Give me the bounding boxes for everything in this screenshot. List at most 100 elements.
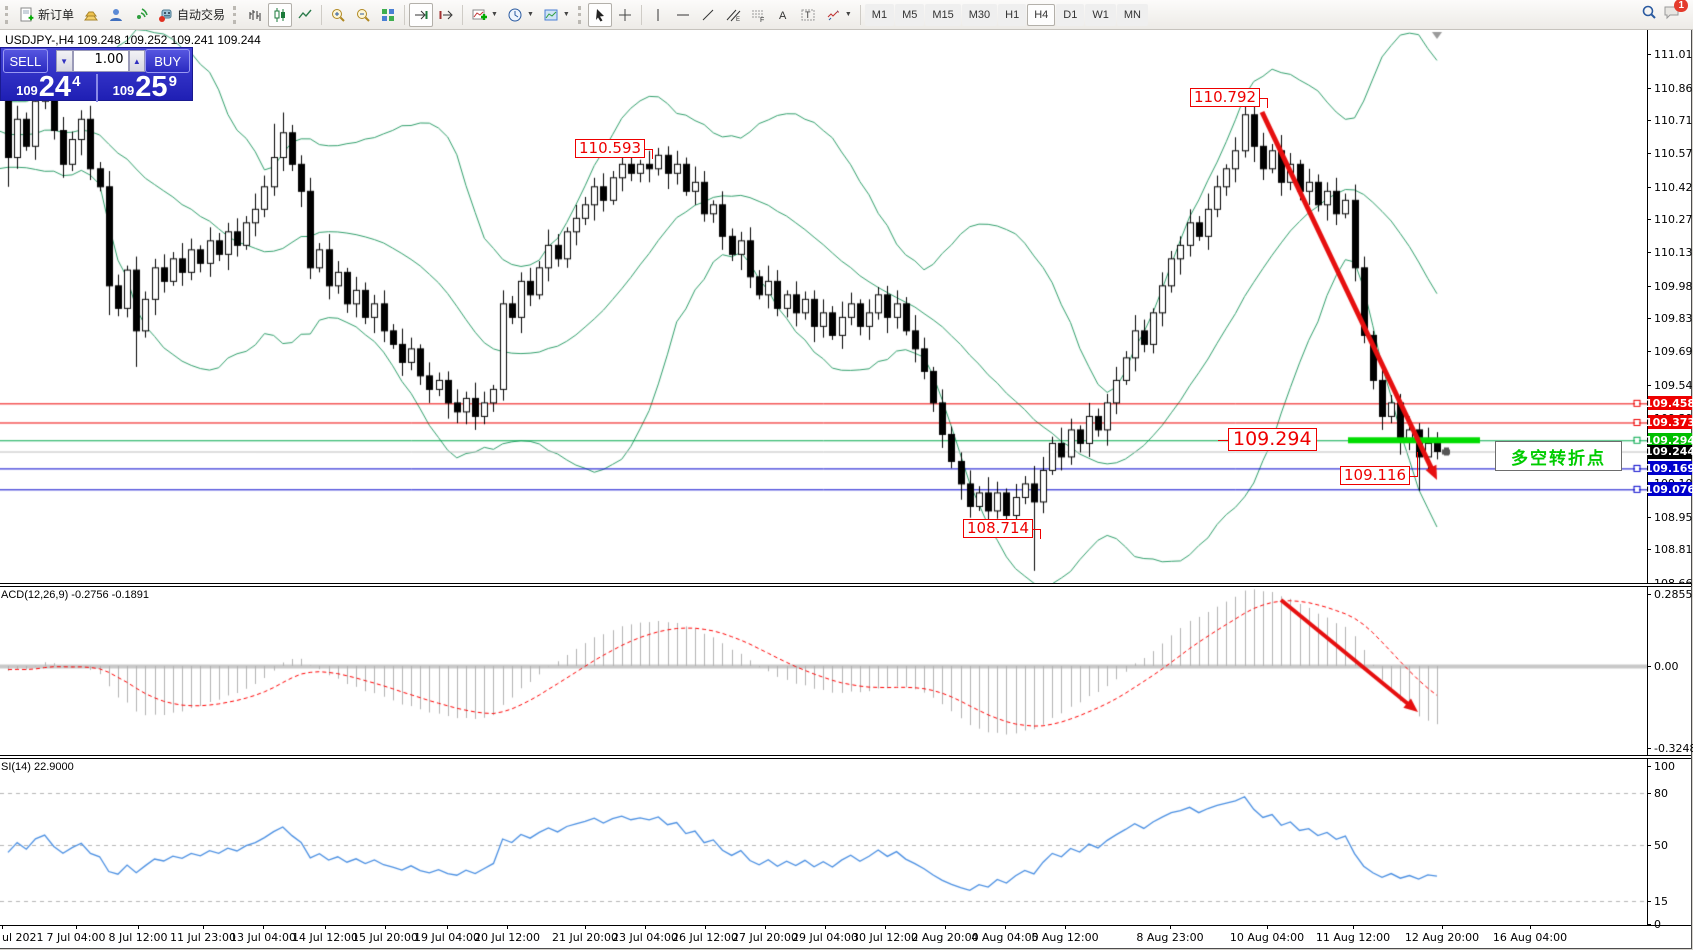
time-tick-mark xyxy=(765,925,766,929)
price-annotation[interactable]: 110.593 xyxy=(575,139,646,158)
volume-decrease-button[interactable]: ▼ xyxy=(55,50,73,72)
time-axis-label: 2 Aug 20:00 xyxy=(911,931,979,944)
time-tick-mark xyxy=(1065,925,1066,929)
text-label-button[interactable]: T xyxy=(796,3,820,27)
sell-button[interactable]: SELL xyxy=(3,49,48,73)
toolbar-grip[interactable] xyxy=(5,5,11,24)
arrows-button[interactable]: ▼ xyxy=(821,3,856,27)
timeframe-h4-button[interactable]: H4 xyxy=(1027,3,1056,26)
timeframe-mn-button[interactable]: MN xyxy=(1116,3,1148,26)
timeframe-m30-button[interactable]: M30 xyxy=(961,3,998,26)
zoom-in-icon xyxy=(332,8,345,22)
fibonacci-button[interactable]: F xyxy=(746,3,770,27)
macd-canvas[interactable] xyxy=(0,587,1647,753)
search-icon[interactable] xyxy=(1641,4,1657,25)
candlestick-chart-button[interactable] xyxy=(268,2,293,27)
time-tick-mark xyxy=(825,925,826,929)
horizontal-line-icon xyxy=(676,14,689,15)
bar-chart-button[interactable] xyxy=(243,3,267,27)
price-annotation[interactable]: 109.294 xyxy=(1228,428,1317,451)
tile-windows-button[interactable] xyxy=(376,3,400,27)
vertical-line-button[interactable] xyxy=(646,3,670,27)
time-tick-mark xyxy=(385,925,386,929)
auto-scroll-button[interactable] xyxy=(409,2,434,27)
volume-input[interactable]: 1.00 xyxy=(72,50,129,72)
timeframe-m1-button[interactable]: M1 xyxy=(864,3,895,26)
line-chart-button[interactable] xyxy=(293,3,317,27)
time-axis-label: 30 Jul 12:00 xyxy=(852,931,918,944)
signal-icon xyxy=(137,7,148,19)
time-tick-mark xyxy=(138,925,139,929)
chart-title: USDJPY-,H4 109.248 109.252 109.241 109.2… xyxy=(5,33,261,47)
time-tick-mark xyxy=(325,925,326,929)
time-axis-border xyxy=(0,925,1691,926)
time-tick-mark xyxy=(1530,925,1531,929)
one-click-trade-panel: SELL ▼ 1.00 ▲ BUY 109 24 4 109 25 9 xyxy=(0,47,193,103)
pane-separator[interactable] xyxy=(0,755,1691,759)
buy-button[interactable]: BUY xyxy=(145,49,190,73)
timeframe-h1-button[interactable]: H1 xyxy=(998,3,1027,26)
turning-point-note[interactable]: 多空转折点 xyxy=(1495,441,1622,471)
cursor-icon xyxy=(595,8,604,21)
time-tick-mark xyxy=(705,925,706,929)
zoom-out-button[interactable] xyxy=(351,3,375,27)
timeframe-d1-button[interactable]: D1 xyxy=(1056,3,1085,26)
annotation-connector xyxy=(1410,476,1418,477)
svg-text:F: F xyxy=(760,17,764,23)
community-button[interactable] xyxy=(104,3,128,27)
buy-price[interactable]: 109 25 9 xyxy=(112,71,177,103)
periods-button[interactable]: ▼ xyxy=(503,3,538,27)
trendline-button[interactable] xyxy=(696,3,720,27)
chart-window[interactable]: USDJPY-,H4 109.248 109.252 109.241 109.2… xyxy=(0,30,1693,949)
horizontal-line-button[interactable] xyxy=(671,3,695,27)
crosshair-button[interactable] xyxy=(613,3,637,27)
price-axis-line xyxy=(1647,30,1648,925)
toolbar-grip[interactable] xyxy=(233,5,239,24)
signal-button[interactable] xyxy=(129,3,153,27)
sell-price[interactable]: 109 24 4 xyxy=(1,73,98,102)
timeframe-w1-button[interactable]: W1 xyxy=(1085,3,1116,26)
channel-button[interactable]: E xyxy=(721,3,745,27)
community-icon xyxy=(110,8,123,21)
notifications-button[interactable]: 1 xyxy=(1663,0,1688,25)
cursor-button[interactable] xyxy=(587,2,612,27)
indicator-tick-mark xyxy=(1647,924,1651,925)
time-tick-mark xyxy=(1170,925,1171,929)
volume-increase-button[interactable]: ▲ xyxy=(128,50,146,72)
time-axis-label: 7 Jul 04:00 xyxy=(46,931,106,944)
text-button[interactable]: A xyxy=(771,3,795,27)
main-chart-canvas[interactable] xyxy=(0,30,1647,583)
new-order-button[interactable]: 新订单 xyxy=(15,3,78,27)
timeframe-m5-button[interactable]: M5 xyxy=(895,3,925,26)
price-tick-label: 111.010 xyxy=(1654,48,1693,61)
toolbar-grip[interactable] xyxy=(577,5,584,24)
indicator-tick-mark xyxy=(1647,766,1651,767)
toolbar-separator xyxy=(859,4,861,25)
price-annotation[interactable]: 109.116 xyxy=(1340,466,1411,485)
indicator-tick-label: 15 xyxy=(1654,895,1668,908)
pane-separator[interactable] xyxy=(0,583,1691,587)
text-icon: A xyxy=(779,10,787,22)
price-annotation[interactable]: 110.792 xyxy=(1190,88,1261,107)
indicator-tick-mark xyxy=(1647,594,1651,595)
chart-shift-button[interactable] xyxy=(434,3,458,27)
price-annotation[interactable]: 108.714 xyxy=(963,519,1034,538)
price-tick-mark xyxy=(1647,87,1651,89)
time-axis-label: 5 Aug 12:00 xyxy=(1031,931,1099,944)
macd-label: ACD(12,26,9) -0.2756 -0.1891 xyxy=(1,589,149,601)
svg-text:E: E xyxy=(736,17,740,23)
annotation-connector xyxy=(1417,452,1418,476)
timeframe-m15-button[interactable]: M15 xyxy=(925,3,961,26)
indicators-icon xyxy=(472,9,488,20)
price-tick-mark xyxy=(1647,516,1651,518)
autotrading-button[interactable]: 自动交易 xyxy=(154,3,229,27)
annotation-connector xyxy=(1033,529,1041,530)
price-tick-label: 109.540 xyxy=(1654,378,1693,392)
rsi-canvas[interactable] xyxy=(0,759,1647,925)
indicators-button[interactable]: ▼ xyxy=(467,3,502,27)
time-axis-label: 11 Jul 23:00 xyxy=(170,931,236,944)
time-tick-mark xyxy=(263,925,264,929)
zoom-in-button[interactable] xyxy=(326,3,350,27)
templates-button[interactable]: ▼ xyxy=(539,3,574,27)
gold-button[interactable] xyxy=(79,3,103,27)
